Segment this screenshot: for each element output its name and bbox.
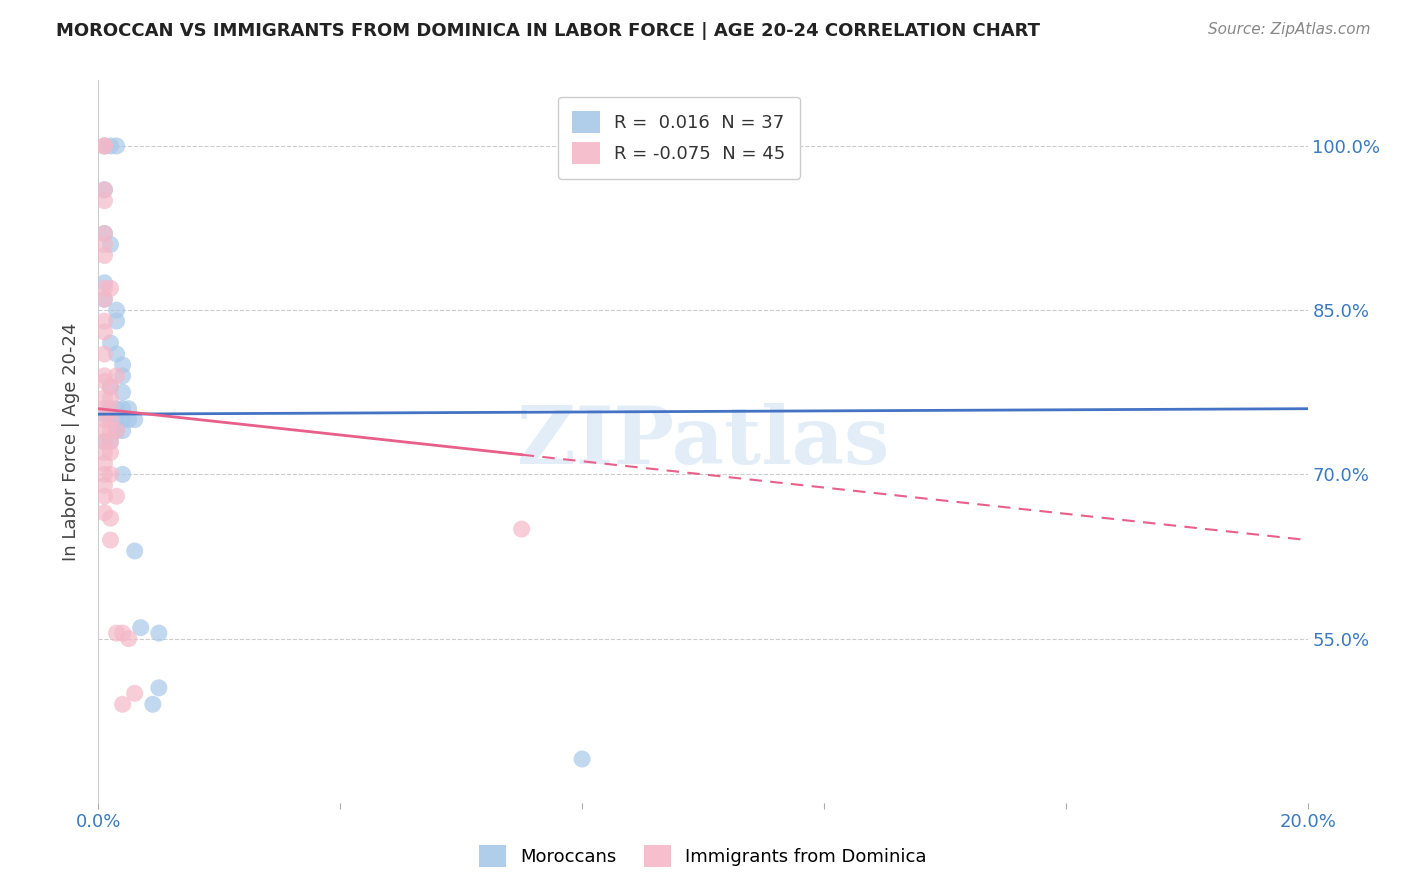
- Point: [93, 314, 115, 328]
- Point: [93, 139, 115, 153]
- Y-axis label: In Labor Force | Age 20-24: In Labor Force | Age 20-24: [62, 322, 80, 561]
- Point: [571, 752, 593, 766]
- Point: [105, 368, 128, 383]
- Point: [118, 632, 141, 646]
- Text: Source: ZipAtlas.com: Source: ZipAtlas.com: [1208, 22, 1371, 37]
- Point: [100, 467, 122, 482]
- Point: [93, 194, 115, 208]
- Point: [105, 489, 128, 503]
- Point: [105, 139, 128, 153]
- Point: [105, 314, 128, 328]
- Point: [100, 336, 122, 351]
- Point: [93, 467, 115, 482]
- Point: [93, 478, 115, 492]
- Point: [118, 412, 141, 426]
- Point: [105, 303, 128, 318]
- Point: [93, 424, 115, 438]
- Point: [93, 281, 115, 295]
- Point: [142, 698, 165, 712]
- Point: [100, 401, 122, 416]
- Point: [111, 698, 134, 712]
- Point: [93, 391, 115, 405]
- Point: [93, 325, 115, 339]
- Point: [93, 489, 115, 503]
- Point: [105, 424, 128, 438]
- Point: [93, 434, 115, 449]
- Point: [100, 407, 122, 421]
- Point: [100, 412, 122, 426]
- Point: [100, 533, 122, 547]
- Point: [93, 139, 115, 153]
- Point: [124, 686, 146, 700]
- Point: [111, 424, 134, 438]
- Point: [148, 681, 170, 695]
- Point: [105, 412, 128, 426]
- Point: [111, 412, 134, 426]
- Point: [93, 368, 115, 383]
- Point: [100, 380, 122, 394]
- Point: [93, 292, 115, 306]
- Point: [105, 626, 128, 640]
- Text: MOROCCAN VS IMMIGRANTS FROM DOMINICA IN LABOR FORCE | AGE 20-24 CORRELATION CHAR: MOROCCAN VS IMMIGRANTS FROM DOMINICA IN …: [56, 22, 1040, 40]
- Point: [93, 227, 115, 241]
- Point: [93, 183, 115, 197]
- Point: [93, 457, 115, 471]
- Legend: Moroccans, Immigrants from Dominica: Moroccans, Immigrants from Dominica: [472, 838, 934, 874]
- Point: [100, 237, 122, 252]
- Point: [124, 544, 146, 558]
- Point: [100, 511, 122, 525]
- Point: [148, 626, 170, 640]
- Point: [100, 445, 122, 459]
- Point: [93, 237, 115, 252]
- Point: [93, 374, 115, 388]
- Point: [93, 445, 115, 459]
- Point: [93, 407, 115, 421]
- Point: [105, 424, 128, 438]
- Point: [93, 401, 115, 416]
- Point: [124, 412, 146, 426]
- Text: ZIPatlas: ZIPatlas: [517, 402, 889, 481]
- Point: [111, 401, 134, 416]
- Point: [100, 434, 122, 449]
- Point: [93, 347, 115, 361]
- Point: [93, 183, 115, 197]
- Point: [100, 424, 122, 438]
- Point: [111, 385, 134, 400]
- Point: [100, 391, 122, 405]
- Point: [100, 380, 122, 394]
- Point: [100, 401, 122, 416]
- Point: [111, 467, 134, 482]
- Point: [105, 401, 128, 416]
- Point: [111, 358, 134, 372]
- Point: [100, 434, 122, 449]
- Point: [93, 434, 115, 449]
- Point: [93, 227, 115, 241]
- Point: [105, 347, 128, 361]
- Point: [510, 522, 533, 536]
- Point: [100, 139, 122, 153]
- Point: [100, 281, 122, 295]
- Legend: R =  0.016  N = 37, R = -0.075  N = 45: R = 0.016 N = 37, R = -0.075 N = 45: [558, 96, 800, 178]
- Point: [93, 506, 115, 520]
- Point: [111, 368, 134, 383]
- Point: [118, 401, 141, 416]
- Point: [129, 621, 152, 635]
- Point: [93, 276, 115, 290]
- Point: [93, 292, 115, 306]
- Point: [111, 626, 134, 640]
- Point: [93, 248, 115, 262]
- Point: [93, 139, 115, 153]
- Point: [93, 412, 115, 426]
